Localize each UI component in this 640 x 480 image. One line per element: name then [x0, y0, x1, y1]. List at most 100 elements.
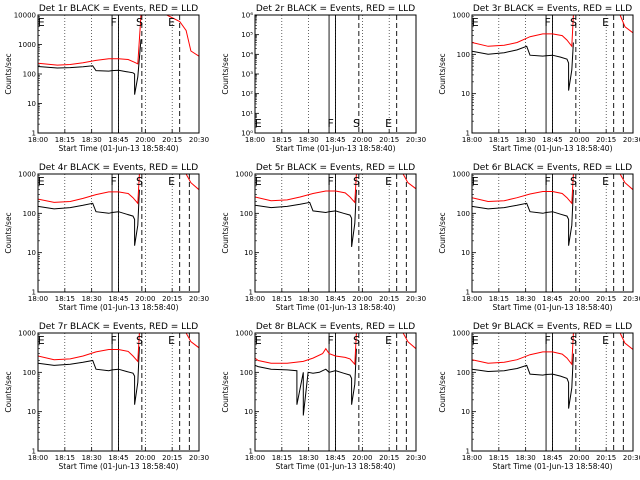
x-tick-label: 20:15	[379, 295, 399, 303]
x-tick-label: 20:30	[189, 295, 209, 303]
panel-title: Det 3r BLACK = Events, RED = LLD	[473, 4, 632, 14]
event-marker-label: E	[472, 175, 479, 188]
x-tick-label: 20:15	[162, 454, 182, 462]
x-tick-label: 20:15	[379, 454, 399, 462]
event-marker-label: E	[255, 117, 262, 130]
plot-frame	[471, 173, 634, 293]
x-tick-label: 18:30	[299, 136, 319, 144]
y-tick-label: 10²	[241, 90, 253, 98]
panel-det-5r: Det 5r BLACK = Events, RED = LLD 1 10 100 10…	[221, 163, 426, 312]
panel-title: Det 8r BLACK = Events, RED = LLD	[256, 322, 415, 332]
x-tick-label: 18:45	[325, 136, 345, 144]
y-tick-label: 1000	[452, 330, 470, 338]
x-axis-label: Start Time (01-Jun-13 18:58:40)	[59, 144, 179, 153]
event-marker-label: E	[255, 334, 262, 347]
event-marker-label: S	[570, 175, 577, 188]
x-tick-label: 18:30	[516, 295, 536, 303]
x-tick-label: 20:00	[352, 454, 372, 462]
x-tick-label: 20:00	[569, 295, 589, 303]
y-axis-label: Counts/sec	[438, 212, 447, 253]
y-tick-label: 10⁶	[241, 12, 253, 20]
y-tick-label: 10⁵	[241, 31, 253, 39]
y-axis-label: Counts/sec	[4, 53, 13, 94]
x-tick-label: 20:00	[352, 295, 372, 303]
x-tick-label: 18:00	[462, 295, 482, 303]
x-axis-label: Start Time (01-Jun-13 18:58:40)	[59, 462, 179, 471]
series-lld-line	[255, 174, 416, 204]
x-tick-label: 18:15	[272, 136, 292, 144]
event-marker-label: E	[168, 175, 175, 188]
y-tick-label: 1000	[452, 12, 470, 20]
x-tick-label: 18:00	[28, 454, 48, 462]
event-marker-label: S	[570, 334, 577, 347]
x-axis-label: Start Time (01-Jun-13 18:58:40)	[276, 303, 396, 312]
series-lld-line	[38, 174, 199, 205]
event-marker-label: F	[111, 334, 117, 347]
y-axis-label: Counts/sec	[438, 371, 447, 412]
y-axis-label: Counts/sec	[4, 212, 13, 253]
y-tick-label: 1	[32, 448, 36, 456]
x-tick-label: 18:00	[245, 454, 265, 462]
series-events-line	[38, 346, 140, 405]
series-events-line	[472, 353, 574, 409]
y-tick-label: 1000	[18, 330, 36, 338]
y-axis-label: Counts/sec	[221, 212, 230, 253]
x-tick-label: 18:45	[542, 454, 562, 462]
event-marker-label: F	[328, 175, 334, 188]
event-marker-label: S	[353, 117, 360, 130]
plot-frame	[471, 14, 634, 134]
x-axis-label: Start Time (01-Jun-13 18:58:40)	[59, 303, 179, 312]
series-events-line	[472, 42, 574, 91]
x-tick-label: 20:00	[135, 136, 155, 144]
y-tick-label: 100	[23, 71, 36, 79]
x-tick-label: 20:30	[406, 136, 426, 144]
y-tick-label: 1000	[235, 330, 253, 338]
series-lld-line	[255, 333, 416, 366]
y-tick-label: 10	[27, 100, 36, 108]
panel-title: Det 2r BLACK = Events, RED = LLD	[256, 4, 415, 14]
x-tick-label: 18:15	[55, 136, 75, 144]
y-tick-label: 10	[461, 90, 470, 98]
y-tick-label: 1	[466, 289, 470, 297]
y-tick-label: 10	[461, 408, 470, 416]
series-lld-line	[472, 15, 633, 48]
panel-det-3r: Det 3r BLACK = Events, RED = LLD 1 10 100 10…	[438, 4, 640, 153]
y-tick-label: 100	[23, 369, 36, 377]
event-marker-label: E	[602, 334, 609, 347]
x-tick-label: 18:15	[55, 454, 75, 462]
x-tick-label: 18:30	[516, 454, 536, 462]
x-tick-label: 18:45	[542, 136, 562, 144]
y-tick-label: 10³	[241, 71, 253, 79]
panel-det-6r: Det 6r BLACK = Events, RED = LLD 1 10 100 10…	[438, 163, 640, 312]
x-tick-label: 18:45	[542, 295, 562, 303]
x-tick-label: 20:30	[623, 295, 640, 303]
x-tick-label: 18:30	[82, 295, 102, 303]
x-tick-label: 18:45	[325, 454, 345, 462]
y-tick-label: 1	[249, 289, 253, 297]
series-events-line	[38, 39, 142, 95]
y-tick-label: 1	[249, 448, 253, 456]
x-tick-label: 18:45	[108, 136, 128, 144]
x-tick-label: 18:45	[108, 454, 128, 462]
y-tick-label: 100	[457, 51, 470, 59]
y-tick-label: 10⁰	[241, 130, 253, 138]
y-tick-label: 100	[240, 369, 253, 377]
x-tick-label: 20:15	[596, 454, 616, 462]
x-tick-label: 20:15	[162, 136, 182, 144]
x-tick-label: 18:00	[245, 136, 265, 144]
plot-frame	[37, 332, 200, 452]
panel-det-9r: Det 9r BLACK = Events, RED = LLD 1 10 100 10…	[438, 322, 640, 471]
event-marker-label: E	[168, 16, 175, 29]
event-marker-label: E	[38, 334, 45, 347]
x-tick-label: 20:15	[596, 136, 616, 144]
x-tick-label: 18:15	[272, 295, 292, 303]
panel-title: Det 9r BLACK = Events, RED = LLD	[473, 322, 632, 332]
y-tick-label: 10	[461, 249, 470, 257]
y-tick-label: 10	[244, 249, 253, 257]
event-marker-label: S	[353, 175, 360, 188]
x-tick-label: 20:15	[162, 295, 182, 303]
x-tick-label: 18:45	[325, 295, 345, 303]
y-tick-label: 1	[466, 448, 470, 456]
panel-det-1r: Det 1r BLACK = Events, RED = LLD 1 10 100 10…	[4, 4, 209, 153]
event-marker-label: F	[545, 334, 551, 347]
